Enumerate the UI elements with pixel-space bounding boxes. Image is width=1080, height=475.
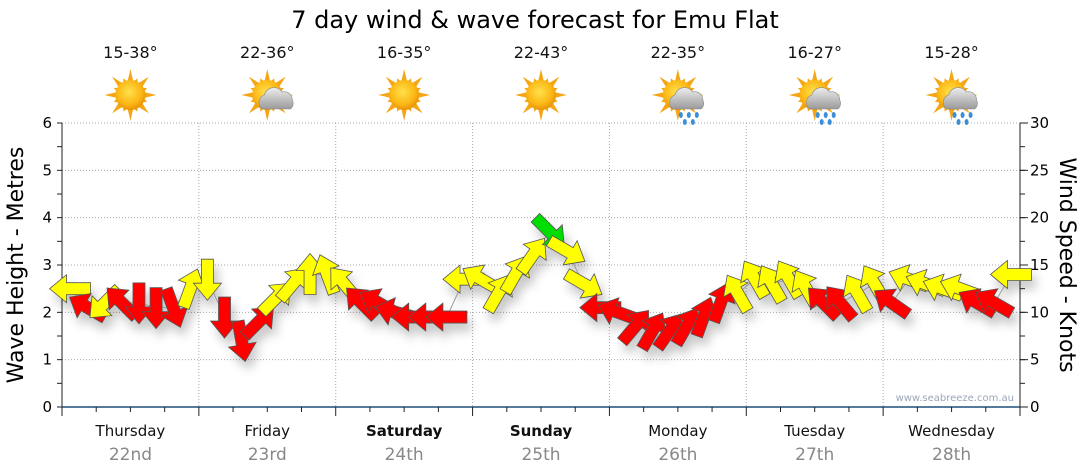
day-label: Tuesday bbox=[783, 422, 845, 440]
left-tick-label: 5 bbox=[42, 161, 52, 179]
cloud-icon bbox=[806, 87, 841, 125]
raindrop bbox=[968, 112, 973, 118]
date-label: 22nd bbox=[109, 445, 152, 465]
left-tick-label: 2 bbox=[42, 303, 52, 321]
right-tick-label: 10 bbox=[1030, 303, 1049, 321]
wind-arrow bbox=[545, 235, 586, 266]
wind-arrow bbox=[958, 288, 999, 319]
temperature-range: 15-38° bbox=[103, 43, 158, 62]
raindrop bbox=[815, 112, 820, 118]
right-tick-label: 20 bbox=[1030, 209, 1049, 227]
date-label: 27th bbox=[795, 445, 834, 465]
wind-arrow bbox=[425, 302, 468, 332]
raindrop bbox=[831, 112, 836, 118]
sunny-icon bbox=[104, 69, 157, 121]
date-label: 26th bbox=[658, 445, 697, 465]
temperature-range: 16-27° bbox=[787, 43, 842, 62]
wind-arrow bbox=[227, 319, 257, 363]
partly-cloudy-rain-icon bbox=[651, 69, 704, 125]
cloud-icon bbox=[258, 87, 294, 110]
raindrop bbox=[819, 119, 824, 125]
day-label: Sunday bbox=[510, 422, 573, 440]
wind-arrow bbox=[562, 268, 603, 299]
date-label: 24th bbox=[385, 445, 424, 465]
wind-arrow bbox=[515, 237, 547, 276]
left-tick-label: 6 bbox=[42, 114, 52, 132]
day-label: Thursday bbox=[95, 422, 166, 440]
wind-arrow bbox=[723, 274, 754, 315]
date-label: 25th bbox=[521, 445, 560, 465]
wind-arrow bbox=[192, 258, 223, 301]
raindrop bbox=[686, 112, 691, 118]
partly-cloudy-rain-icon bbox=[788, 69, 841, 125]
raindrop bbox=[964, 119, 969, 125]
partly-cloudy-rain-icon bbox=[925, 69, 978, 125]
left-axis-label: Wave Height - Metres bbox=[4, 147, 29, 384]
left-tick-label: 0 bbox=[42, 398, 52, 416]
chart-title: 7 day wind & wave forecast for Emu Flat bbox=[291, 6, 779, 34]
right-tick-label: 30 bbox=[1030, 114, 1049, 132]
axes: 0 1 2 3 4 5 6 0 5 10 15 20 25 30 Thursday 22nd Friday 23r… bbox=[42, 114, 1049, 465]
right-tick-label: 25 bbox=[1030, 161, 1049, 179]
day-label: Friday bbox=[245, 422, 291, 440]
date-label: 23rd bbox=[248, 445, 287, 465]
raindrop bbox=[694, 112, 699, 118]
right-axis-label: Wind Speed - Knots bbox=[1054, 157, 1079, 372]
raindrop bbox=[690, 119, 695, 125]
right-tick-label: 5 bbox=[1030, 351, 1040, 369]
left-tick-label: 3 bbox=[42, 256, 52, 274]
date-label: 28th bbox=[932, 445, 971, 465]
cloud-icon bbox=[669, 87, 704, 125]
raindrop bbox=[682, 119, 687, 125]
right-tick-label: 15 bbox=[1030, 256, 1049, 274]
raindrop bbox=[823, 112, 828, 118]
left-tick-label: 1 bbox=[42, 351, 52, 369]
raindrop bbox=[678, 112, 683, 118]
day-label: Monday bbox=[648, 422, 707, 440]
temperature-range: 15-28° bbox=[924, 43, 979, 62]
right-tick-label: 0 bbox=[1030, 398, 1040, 416]
wind-arrow bbox=[873, 288, 913, 320]
partly-cloudy-icon bbox=[241, 69, 294, 121]
temperature-range: 16-35° bbox=[377, 43, 432, 62]
left-tick-label: 4 bbox=[42, 209, 52, 227]
raindrop bbox=[952, 112, 957, 118]
weather-icons: 15-38° 22-36° 16-35° 22-43° 22-35° 16-27° 15-2… bbox=[103, 43, 979, 125]
day-label: Saturday bbox=[366, 422, 443, 440]
wind-arrows bbox=[48, 212, 1032, 363]
wind-arrow bbox=[774, 260, 805, 301]
raindrop bbox=[827, 119, 832, 125]
watermark[interactable]: www.seabreeze.com.au bbox=[896, 393, 1014, 404]
wind-arrow bbox=[989, 259, 1032, 290]
raindrop bbox=[960, 112, 965, 118]
sunny-icon bbox=[515, 69, 567, 121]
temperature-range: 22-36° bbox=[240, 43, 295, 62]
sunny-icon bbox=[378, 69, 431, 121]
cloud-icon bbox=[943, 87, 978, 125]
temperature-range: 22-35° bbox=[651, 43, 706, 62]
temperature-range: 22-43° bbox=[514, 43, 569, 62]
wind-arrow bbox=[975, 288, 1016, 319]
wind-arrow bbox=[48, 273, 91, 304]
raindrop bbox=[956, 119, 961, 125]
day-label: Wednesday bbox=[908, 422, 995, 440]
